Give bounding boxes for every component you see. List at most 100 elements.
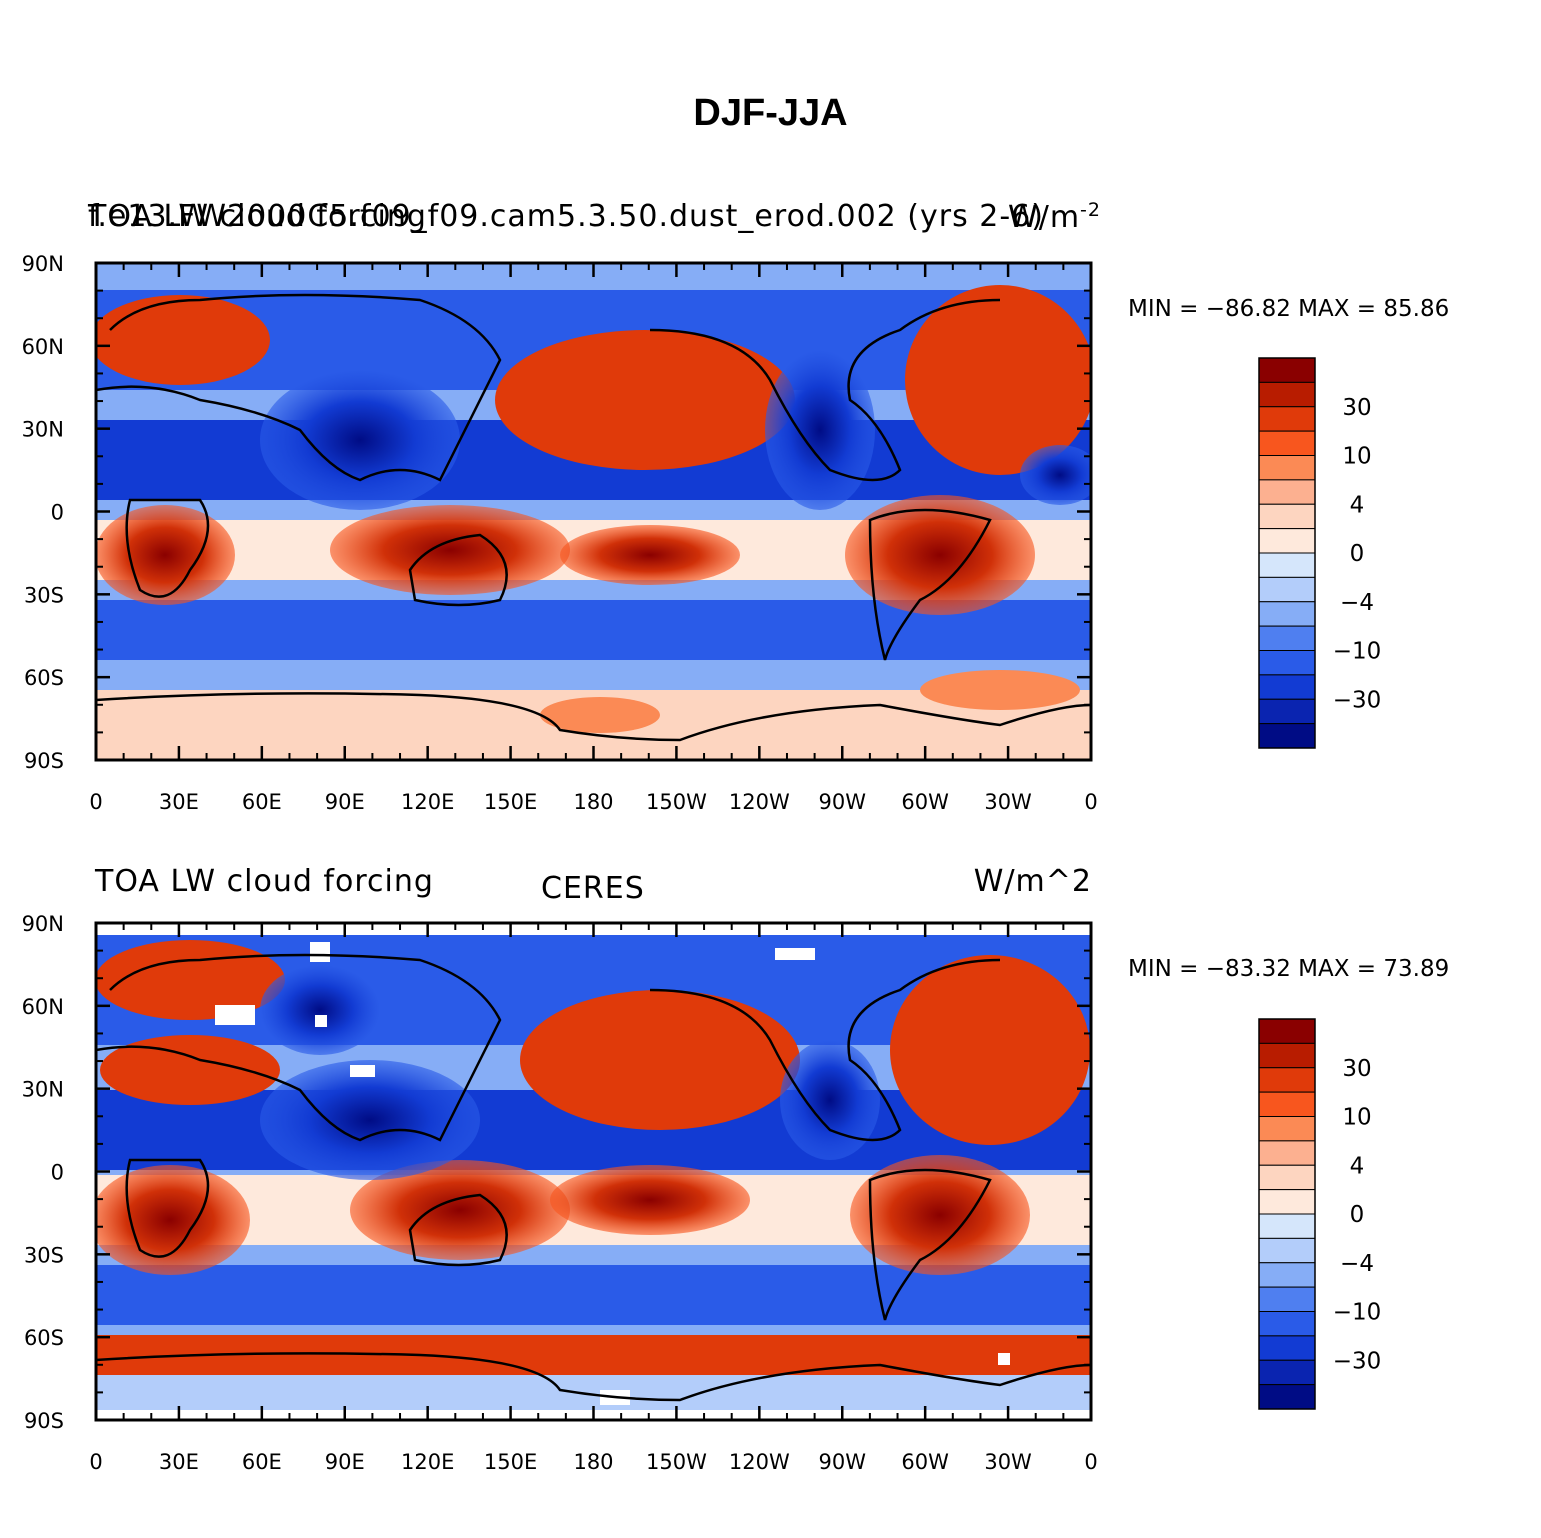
panel2-lon-label: 180 [573,1450,613,1474]
panel2-units: W/m^2 [973,864,1092,899]
panel1-colorbar-swatch [1258,698,1316,725]
panel2-colorbar-swatch [1258,1091,1316,1117]
panel1-region-north-pacific [495,330,795,470]
panel1-colorbar-frame [1258,357,1316,749]
panel2-region-asia-monsoon [260,1060,480,1180]
panel2-lon-label: 0 [89,1450,102,1474]
panel1-lat-label: 0 [51,501,64,525]
panel1-colorbar-swatch [1258,455,1316,481]
panel1-colorbar-swatch [1258,576,1316,603]
panel2-region-mediterranean [100,1035,280,1105]
panel2-band-south-mid [96,1265,1091,1325]
panel1-units: W/m-2 [1008,199,1101,235]
panel2-missing-patch [310,942,330,962]
panel2-colorbar-swatch [1258,1286,1316,1312]
panel2-lat-label: 90S [24,1409,64,1433]
panel2-missing-patch [215,1005,255,1025]
panel1-units-base: W/m [1008,200,1081,235]
panel1-min-max: MIN = −86.82 MAX = 85.86 [1128,296,1450,322]
panel1-lat-label: 60S [24,666,64,690]
panel1-region-europe [96,295,270,385]
panel1-region-south-pacific [560,525,740,585]
panel2-center-label: CERES [541,871,645,906]
panel1-colorbar-label: 30 [1342,395,1371,421]
panel2-lat-label: 60S [24,1326,64,1350]
panel2-region-south-africa [96,1165,250,1275]
panel1-colorbar-swatch [1258,528,1316,554]
panel2-missing-patch [775,948,815,960]
panel1-colorbar-label: −10 [1333,639,1382,665]
panel2-colorbar-swatch [1258,1164,1316,1191]
panel2-region-south-america [850,1155,1030,1275]
panel1-colorbar-swatch [1258,479,1316,505]
panel1-region-central-america [765,350,875,510]
panel2-band-antarctic-interior [96,1375,1091,1410]
panel1-lon-label: 60W [901,790,949,814]
panel2-missing-patch [350,1065,375,1077]
panel2-colorbar-swatch [1258,1140,1316,1166]
panel2-missing-patch [315,1015,327,1027]
panel1-lat-label: 60N [22,335,64,359]
panel2-colorbar-swatch [1258,1311,1316,1337]
panel2-colorbar-label: 30 [1342,1056,1371,1082]
panel2-lon-label: 30W [984,1450,1032,1474]
panel1-lon-label: 150W [646,790,707,814]
panel1-colorbar-swatch [1258,381,1316,408]
panel1-region-australia [330,505,570,595]
panel2-colorbar-swatch [1258,1262,1316,1288]
panel2-colorbar-swatch [1258,1335,1316,1361]
panel1-lat-label: 30S [24,583,64,607]
panel2-min-max: MIN = −83.32 MAX = 73.89 [1128,956,1450,982]
panel2-colorbar-swatch [1258,1213,1316,1239]
panel2-region-europe [96,940,285,1020]
panel1-lon-label: 0 [1084,790,1097,814]
panel1-colorbar-swatch [1258,503,1316,530]
panel1-overprint-label: TOA LW cloud forcing [88,199,427,234]
panel2-colorbar-swatch [1258,1067,1316,1093]
panel1-region-ross-sea [540,697,660,733]
panel1-lat-label: 90S [24,749,64,773]
panel2-lon-label: 90E [325,1450,365,1474]
panel2-lon-label: 60W [901,1450,949,1474]
panel1-colorbar-label: 0 [1350,541,1365,567]
panel1-colorbar-label: 10 [1342,444,1371,470]
panel2-colorbar-label: −30 [1333,1348,1382,1374]
panel2-colorbar-label: 0 [1350,1202,1365,1228]
panel2-colorbar-swatch [1258,1189,1316,1215]
panel2-lon-label: 150W [646,1450,707,1474]
panel1-region-north-atlantic [905,285,1091,475]
panel2-coast-south-america [868,1168,992,1321]
panel2-lat-label: 90N [22,912,64,936]
panel1-region-asia-monsoon [260,370,460,510]
panel2-region-australia [350,1160,570,1260]
panel1-lon-label: 60E [242,790,282,814]
panel1-coast-south-america [868,508,992,661]
panel2-colorbar-swatch [1258,1237,1316,1264]
panel2-colorbar-label: −10 [1333,1300,1382,1326]
panel2-band-antarctic-coast [96,1335,1091,1375]
panel1-coast-eurasia [96,293,502,482]
panel1-lon-label: 150E [484,790,537,814]
panel2-lon-label: 30E [159,1450,199,1474]
panel2-region-north-pacific [520,990,800,1130]
panel2-colorbar-label: 10 [1342,1105,1371,1131]
panel2-lon-label: 60E [242,1450,282,1474]
panel2-region-south-pacific [550,1165,750,1235]
panel2-region-siberia [260,965,380,1055]
panel2-coast-eurasia [96,953,502,1142]
panel1-map [96,263,1091,760]
panel1-lon-label: 120E [401,790,454,814]
panel1-colorbar-swatch [1258,601,1316,627]
panel2-lat-label: 30S [24,1243,64,1267]
panel1-coast-australia [408,533,508,607]
panel2-colorbar-label: 4 [1350,1153,1365,1179]
panel2-region-north-atlantic [890,955,1090,1145]
panel2-coast-north-america [649,958,1001,1142]
panel2-lat-label: 30N [22,1078,64,1102]
panel1-coast-antarctica [96,692,1091,742]
panel1-lat-label: 30N [22,418,64,442]
panel1-region-west-africa [1020,445,1091,505]
panel1-colorbar-swatch [1258,430,1316,456]
panel1-colorbar-swatch [1258,674,1316,700]
